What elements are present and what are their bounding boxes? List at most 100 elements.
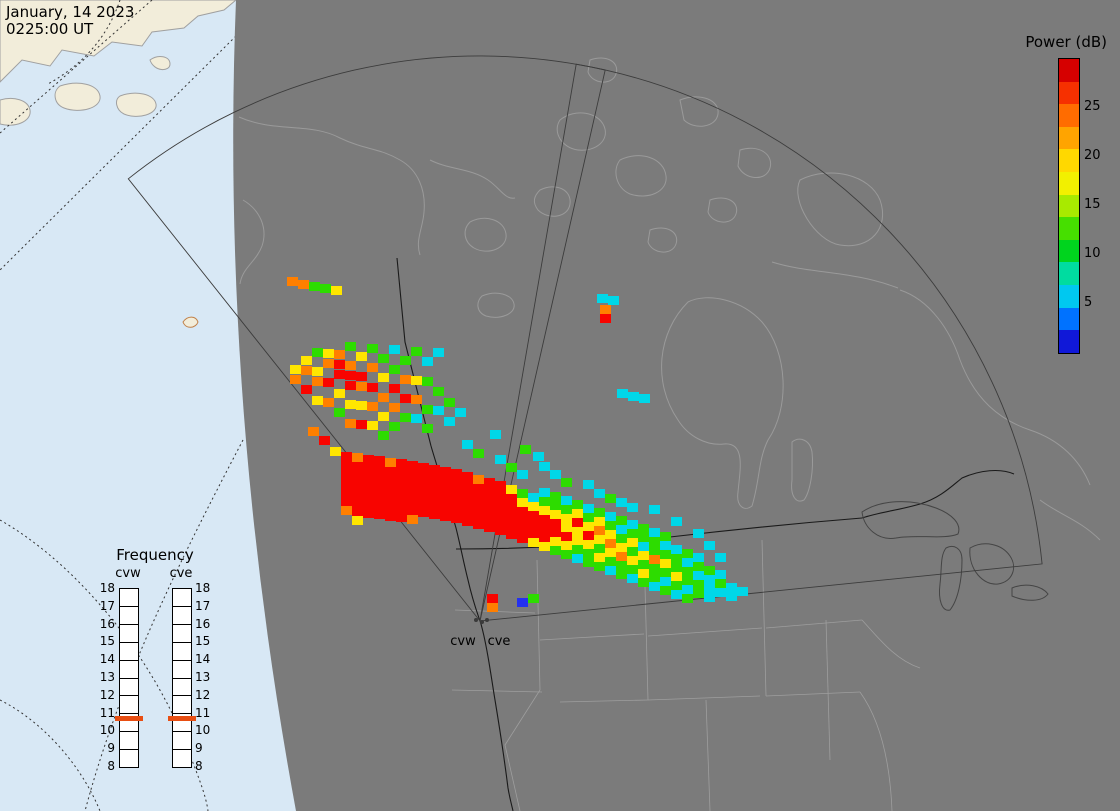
echo-cell xyxy=(407,470,418,479)
frequency-scale-cve xyxy=(168,588,196,768)
echo-cell xyxy=(433,387,444,396)
echo-cell xyxy=(517,489,528,498)
echo-cell xyxy=(345,371,356,380)
echo-cell xyxy=(605,521,616,530)
echo-cell xyxy=(334,389,345,398)
radar-site-label-cvw: cvw xyxy=(450,634,476,649)
echo-cell xyxy=(341,461,352,470)
echo-cell xyxy=(715,553,726,562)
echo-cell xyxy=(422,424,433,433)
echo-cell xyxy=(605,566,616,575)
echo-cell xyxy=(627,529,638,538)
frequency-tick-label: 15 xyxy=(99,634,115,649)
echo-cell xyxy=(682,576,693,585)
echo-cell xyxy=(561,478,572,487)
echo-cell xyxy=(312,377,323,386)
echo-cell xyxy=(594,526,605,535)
echo-cell xyxy=(298,280,309,289)
echo-cell xyxy=(396,459,407,468)
echo-cell xyxy=(363,509,374,518)
frequency-tick-label: 13 xyxy=(195,670,211,684)
echo-cell xyxy=(396,513,407,522)
echo-cell xyxy=(572,545,583,554)
echo-cell xyxy=(561,496,572,505)
echo-cell xyxy=(693,580,704,589)
echo-cell xyxy=(473,502,484,511)
echo-cell xyxy=(418,463,429,472)
radar-site-label-cve: cve xyxy=(487,634,511,649)
echo-cell xyxy=(671,554,682,563)
echo-cell xyxy=(451,496,462,505)
echo-cell xyxy=(715,570,726,579)
echo-cell xyxy=(422,377,433,386)
echo-cell xyxy=(312,367,323,376)
echo-cell xyxy=(323,398,334,407)
echo-cell xyxy=(649,505,660,514)
echo-cell xyxy=(440,512,451,521)
echo-cell xyxy=(356,401,367,410)
echo-cell xyxy=(385,494,396,503)
echo-cell xyxy=(533,452,544,461)
frequency-scale-division xyxy=(173,730,191,732)
echo-cell xyxy=(367,344,378,353)
echo-cell xyxy=(638,533,649,542)
echo-cell xyxy=(385,467,396,476)
echo-cell xyxy=(433,406,444,415)
echo-cell xyxy=(363,464,374,473)
echo-cell xyxy=(345,342,356,351)
echo-cell xyxy=(407,488,418,497)
echo-cell xyxy=(429,501,440,510)
colorbar-tick-label: 5 xyxy=(1084,295,1093,310)
echo-cell xyxy=(528,538,539,547)
echo-cell xyxy=(638,578,649,587)
echo-cell xyxy=(433,348,444,357)
echo-cell xyxy=(627,503,638,512)
echo-cell xyxy=(473,484,484,493)
echo-cell xyxy=(550,501,561,510)
echo-cell xyxy=(671,581,682,590)
echo-cell xyxy=(660,559,671,568)
echo-cell xyxy=(367,363,378,372)
echo-cell xyxy=(528,520,539,529)
echo-cell xyxy=(484,523,495,532)
echo-cell xyxy=(561,505,572,514)
colorbar-block xyxy=(1059,59,1079,82)
echo-cell xyxy=(561,541,572,550)
echo-cell xyxy=(341,479,352,488)
echo-cell xyxy=(583,540,594,549)
echo-cell xyxy=(561,523,572,532)
echo-cell xyxy=(638,524,649,533)
echo-cell xyxy=(374,510,385,519)
echo-cell xyxy=(539,488,550,497)
echo-cell xyxy=(693,571,704,580)
echo-cell xyxy=(660,541,671,550)
echo-cell xyxy=(341,452,352,461)
radar-fov-outlines xyxy=(127,55,1043,623)
echo-cell xyxy=(301,366,312,375)
echo-cell xyxy=(451,478,462,487)
echo-cell xyxy=(418,499,429,508)
echo-cell xyxy=(704,575,715,584)
colorbar-tick-label: 20 xyxy=(1084,148,1101,163)
echo-cell xyxy=(407,506,418,515)
echo-cell xyxy=(594,562,605,571)
echo-cell xyxy=(487,594,498,603)
echo-cell xyxy=(517,498,528,507)
great-lakes xyxy=(861,501,1049,611)
echo-cell xyxy=(352,507,363,516)
echo-cell xyxy=(594,517,605,526)
echo-cell xyxy=(396,504,407,513)
echo-cell xyxy=(345,400,356,409)
echo-cell xyxy=(287,277,298,286)
frequency-tick-label: 18 xyxy=(99,581,115,595)
echo-cell xyxy=(649,537,660,546)
echo-cell xyxy=(455,408,466,417)
echo-cell xyxy=(495,499,506,508)
radar-site-dots xyxy=(474,618,489,624)
colorbar-block xyxy=(1059,307,1079,331)
echo-cell xyxy=(385,512,396,521)
echo-cell xyxy=(418,490,429,499)
echo-cell xyxy=(290,375,301,384)
frequency-scale-division xyxy=(120,695,138,697)
echo-cell xyxy=(374,483,385,492)
